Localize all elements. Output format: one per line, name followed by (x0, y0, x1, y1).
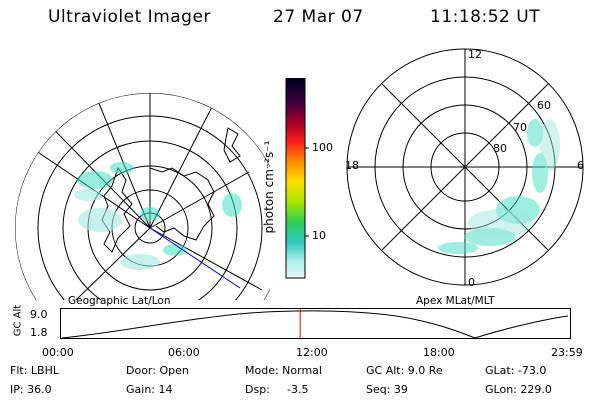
dsp-value: -3.5 (287, 383, 309, 396)
time-tick-1800: 18:00 (423, 346, 455, 359)
glat-label: GLat: -73.0 (485, 364, 547, 377)
mlt-label-0: 0 (468, 276, 475, 289)
ip-label: IP: 36.0 (10, 383, 52, 396)
time-label: 11:18:52 UT (430, 7, 541, 27)
colorbar-unit-label: photon cm⁻²s⁻¹ (262, 140, 276, 234)
altitude-curve (61, 310, 569, 339)
time-tick-2359: 23:59 (551, 346, 583, 359)
polar-plot (346, 48, 584, 286)
colorbar-tick-10: 10 (312, 229, 326, 242)
apex-label: Apex MLat/MLT (416, 295, 495, 307)
mlat-label-60: 60 (537, 99, 551, 112)
dsp-label: Dsp: (245, 383, 270, 396)
aurora-emission (77, 162, 242, 256)
date-label: 27 Mar 07 (273, 7, 364, 27)
mlat-label-80: 80 (493, 142, 507, 155)
gc-alt-label: GC Alt: 9.0 Re (366, 364, 443, 377)
colorbar-tick-100: 100 (312, 141, 333, 154)
filter-label: Flt: LBHL (10, 364, 59, 377)
timeline-y-top: 9.0 (30, 308, 48, 321)
mlt-label-18: 18 (345, 159, 359, 172)
mlt-label-12: 12 (468, 48, 482, 61)
timeline-y-bottom: 1.8 (30, 326, 48, 339)
mode-label: Mode: Normal (245, 364, 322, 377)
time-tick-0600: 06:00 (168, 346, 200, 359)
gain-label: Gain: 14 (126, 383, 173, 396)
mlt-label-6: 6 (577, 159, 584, 172)
instrument-title: Ultraviolet Imager (48, 7, 211, 27)
time-tick-1200: 12:00 (296, 346, 328, 359)
timeline-ylabel: GC Alt (12, 304, 24, 337)
glon-label: GLon: 229.0 (485, 383, 552, 396)
sequence-label: Seq: 39 (366, 383, 408, 396)
geographic-label: Geographic Lat/Lon (68, 295, 171, 307)
geographic-map (15, 93, 270, 300)
meridian-line (149, 227, 241, 289)
door-label: Door: Open (126, 364, 189, 377)
time-tick-0000: 00:00 (42, 346, 74, 359)
orbit-altitude-timeline[interactable] (60, 308, 575, 343)
colorbar (285, 78, 309, 279)
mlat-label-70: 70 (513, 121, 527, 134)
